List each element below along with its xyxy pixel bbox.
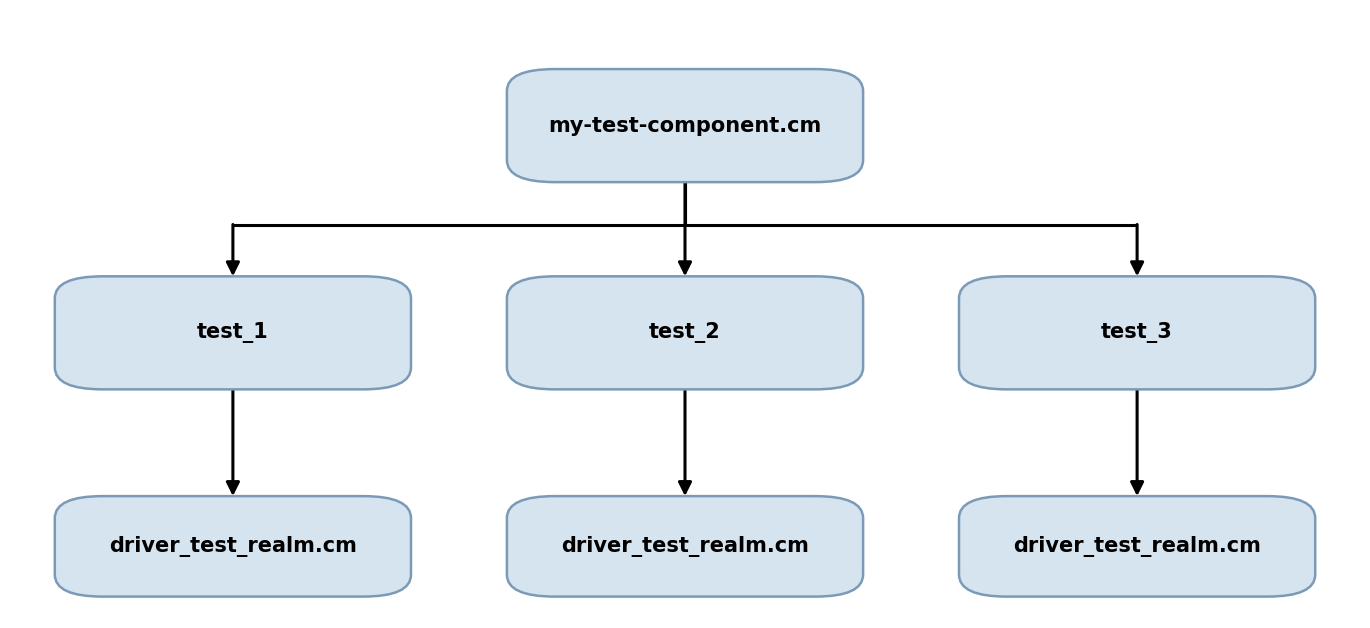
FancyBboxPatch shape bbox=[507, 276, 863, 389]
Text: my-test-component.cm: my-test-component.cm bbox=[548, 116, 822, 136]
Text: test_1: test_1 bbox=[197, 322, 269, 344]
FancyBboxPatch shape bbox=[55, 276, 411, 389]
FancyBboxPatch shape bbox=[959, 496, 1315, 597]
FancyBboxPatch shape bbox=[507, 69, 863, 182]
Text: driver_test_realm.cm: driver_test_realm.cm bbox=[562, 536, 808, 557]
Text: test_2: test_2 bbox=[649, 322, 721, 344]
FancyBboxPatch shape bbox=[507, 496, 863, 597]
FancyBboxPatch shape bbox=[55, 496, 411, 597]
FancyBboxPatch shape bbox=[959, 276, 1315, 389]
Text: test_3: test_3 bbox=[1101, 322, 1173, 344]
Text: driver_test_realm.cm: driver_test_realm.cm bbox=[1014, 536, 1260, 557]
Text: driver_test_realm.cm: driver_test_realm.cm bbox=[110, 536, 356, 557]
